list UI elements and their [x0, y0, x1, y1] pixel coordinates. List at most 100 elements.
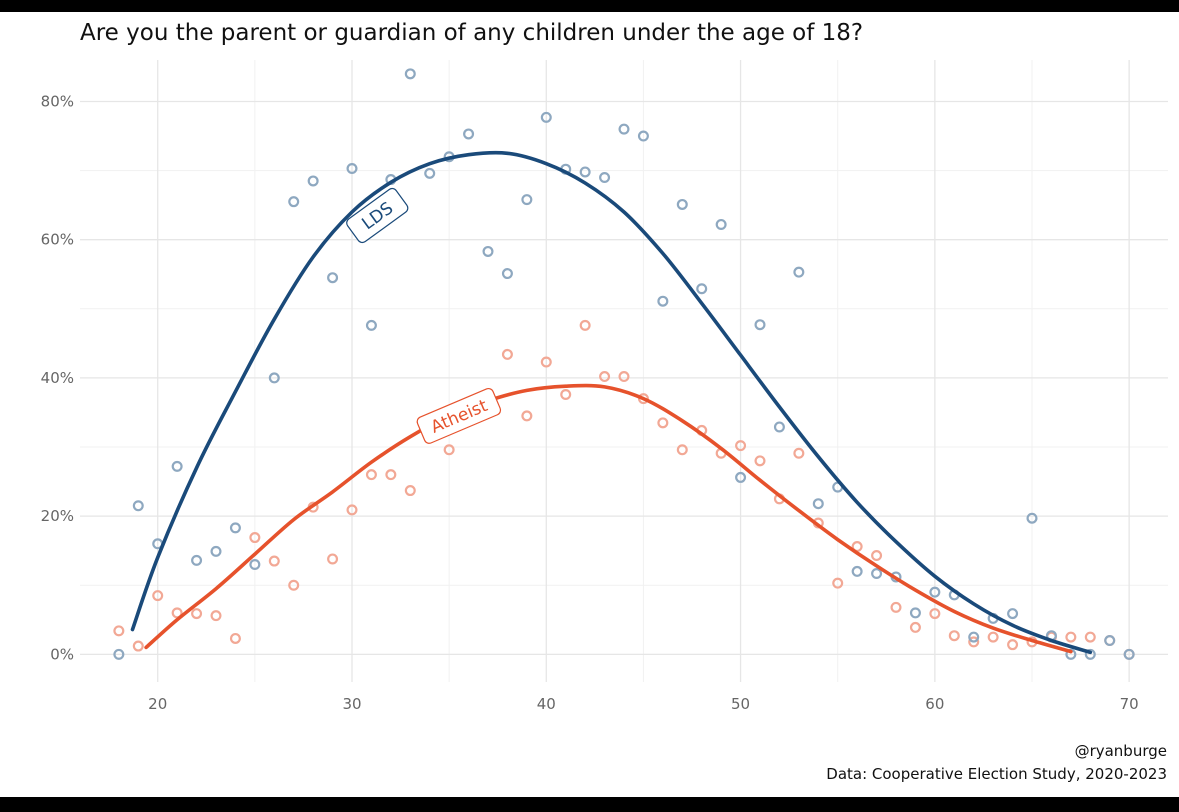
lds-point [191, 554, 203, 566]
atheist-point [443, 444, 455, 456]
lds-point [1084, 648, 1096, 660]
lds-trend-line [130, 150, 1093, 655]
atheist-point [793, 447, 805, 459]
lds-point [773, 421, 785, 433]
x-tick-label: 70 [1120, 695, 1139, 713]
lds-point [599, 171, 611, 183]
lds-point [929, 586, 941, 598]
atheist-point [1084, 631, 1096, 643]
lds-point [132, 500, 144, 512]
credit-text: @ryanburge [1074, 742, 1167, 760]
atheist-point [501, 348, 513, 360]
lds-point [327, 272, 339, 284]
lds-point [968, 631, 980, 643]
points-layer [113, 68, 1135, 660]
atheist-point [210, 610, 222, 622]
lds-point [1026, 512, 1038, 524]
lds-point [754, 319, 766, 331]
lds-point [1123, 648, 1135, 660]
lds-point [1007, 608, 1019, 620]
lds-point [229, 522, 241, 534]
lds-point [657, 295, 669, 307]
atheist-trend-line [144, 383, 1073, 654]
lds-point [288, 196, 300, 208]
y-tick-label: 80% [41, 92, 74, 110]
lds-point [793, 266, 805, 278]
atheist-point [346, 504, 358, 516]
lds-point [171, 460, 183, 472]
lds-label: LDS [346, 187, 409, 244]
lds-point [1104, 635, 1116, 647]
atheist-point [929, 608, 941, 620]
source-text: Data: Cooperative Election Study, 2020-2… [826, 765, 1167, 783]
y-tick-label: 0% [50, 645, 74, 663]
atheist-point [249, 532, 261, 544]
grid-layer [80, 60, 1168, 682]
lds-point [851, 565, 863, 577]
atheist-point [113, 625, 125, 637]
atheist-point [365, 469, 377, 481]
atheist-point [599, 371, 611, 383]
lds-point [404, 68, 416, 80]
lds-point [579, 166, 591, 178]
x-tick-label: 50 [731, 695, 750, 713]
atheist-point [268, 555, 280, 567]
lds-point [113, 648, 125, 660]
lds-point [501, 268, 513, 280]
lds-point [618, 123, 630, 135]
chart-frame: Are you the parent or guardian of any ch… [0, 12, 1179, 797]
atheist-point [327, 553, 339, 565]
atheist-point [288, 579, 300, 591]
y-tick-label: 40% [41, 369, 74, 387]
lds-point [482, 245, 494, 257]
atheist-point [385, 469, 397, 481]
lds-point [871, 567, 883, 579]
trend-layer [130, 150, 1093, 655]
lds-point [715, 218, 727, 230]
y-tick-label: 20% [41, 507, 74, 525]
lds-point [696, 283, 708, 295]
atheist-point [579, 319, 591, 331]
atheist-point [191, 608, 203, 620]
x-tick-label: 60 [925, 695, 944, 713]
atheist-point [540, 356, 552, 368]
lds-label-box [346, 187, 409, 244]
atheist-point [404, 485, 416, 497]
x-tick-label: 40 [537, 695, 556, 713]
atheist-label: Atheist [416, 387, 502, 444]
atheist-point [152, 590, 164, 602]
lds-point [521, 194, 533, 206]
lds-point [365, 319, 377, 331]
lds-point [424, 167, 436, 179]
atheist-point [1065, 631, 1077, 643]
lds-point [307, 175, 319, 187]
atheist-point [171, 607, 183, 619]
atheist-point [657, 417, 669, 429]
atheist-point [832, 577, 844, 589]
lds-point [637, 130, 649, 142]
chart-plot: LDS Atheist 20 30 40 50 60 70 0% 20% 40% 60% 80% [41, 60, 1168, 713]
series-labels-layer: LDS Atheist [346, 187, 502, 444]
atheist-point [735, 440, 747, 452]
atheist-point [229, 632, 241, 644]
atheist-point [987, 631, 999, 643]
x-tick-label: 20 [148, 695, 167, 713]
atheist-point [560, 388, 572, 400]
lds-point [249, 559, 261, 571]
lds-point [268, 372, 280, 384]
lds-point [676, 198, 688, 210]
lds-point [210, 545, 222, 557]
lds-point [909, 607, 921, 619]
atheist-point [754, 455, 766, 467]
atheist-point [871, 550, 883, 562]
lds-point [463, 128, 475, 140]
atheist-point [1007, 639, 1019, 651]
atheist-point [968, 636, 980, 648]
atheist-point [890, 601, 902, 613]
y-tick-label: 60% [41, 231, 74, 249]
chart-title: Are you the parent or guardian of any ch… [80, 20, 864, 46]
atheist-label-box [416, 387, 502, 444]
atheist-point [676, 444, 688, 456]
atheist-point [948, 630, 960, 642]
atheist-point [618, 371, 630, 383]
